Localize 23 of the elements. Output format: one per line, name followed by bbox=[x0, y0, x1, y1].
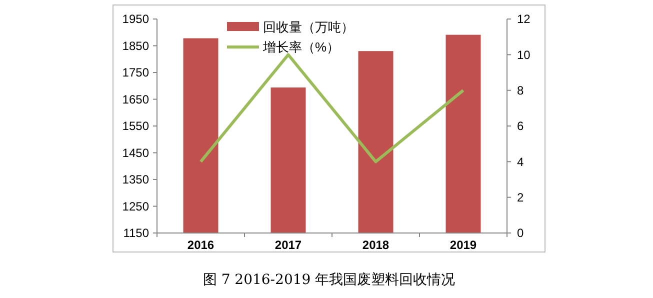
y-tick-label: 1450 bbox=[122, 146, 150, 160]
x-tick-label: 2016 bbox=[187, 238, 214, 252]
y-tick-label: 1350 bbox=[122, 172, 150, 187]
y2-tick-label: 12 bbox=[517, 12, 531, 26]
y2-tick-label: 0 bbox=[517, 226, 524, 240]
text: 图 7 2016-2019 年我国废塑料回收情况 bbox=[202, 272, 456, 288]
legend-label: 回收量（万吨） bbox=[263, 20, 354, 35]
x-tick-label: 2017 bbox=[274, 238, 302, 252]
y2-tick-label: 8 bbox=[517, 84, 524, 98]
y2-tick-label: 6 bbox=[517, 119, 524, 134]
x-tick-label: 2019 bbox=[450, 238, 477, 252]
y-tick-label: 1750 bbox=[122, 66, 150, 80]
y-tick-label: 1950 bbox=[122, 12, 150, 26]
y-tick-label: 1150 bbox=[123, 226, 150, 240]
y2-tick-label: 2 bbox=[517, 190, 524, 205]
y-tick-label: 1550 bbox=[122, 119, 150, 134]
y2-tick-label: 4 bbox=[517, 154, 524, 169]
y2-tick-label: 10 bbox=[517, 48, 531, 62]
legend-label: 增长率（%） bbox=[262, 40, 340, 55]
y-tick-label: 1250 bbox=[122, 199, 150, 214]
y-tick-label: 1650 bbox=[122, 92, 150, 106]
y-tick-label: 1850 bbox=[122, 38, 150, 53]
x-tick-label: 2018 bbox=[362, 238, 390, 252]
